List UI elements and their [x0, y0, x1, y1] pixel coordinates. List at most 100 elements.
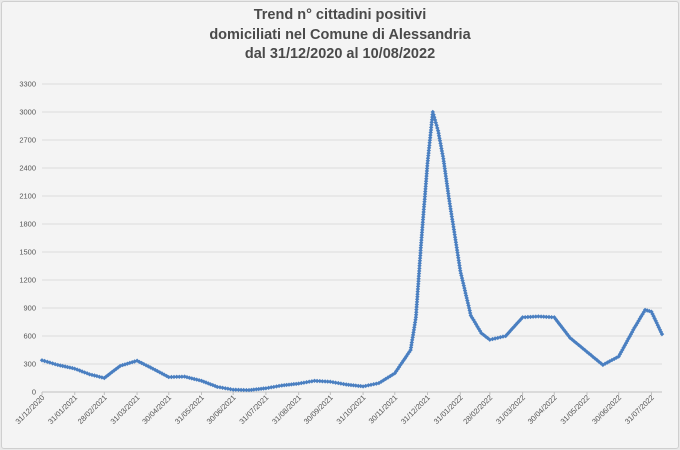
data-point-marker [652, 316, 657, 321]
data-point-marker [422, 197, 427, 202]
x-tick-label: 31/10/2021 [335, 393, 368, 426]
data-point-marker [171, 374, 177, 380]
data-point-marker [322, 379, 328, 384]
data-point-marker [520, 315, 525, 320]
data-point-marker [244, 387, 249, 393]
x-tick-label: 30/09/2021 [302, 393, 335, 426]
x-tick-label: 28/02/2022 [461, 393, 494, 426]
data-point-marker [45, 359, 50, 364]
data-point-marker [438, 143, 444, 149]
series-layer [39, 109, 665, 393]
data-point-marker [523, 315, 528, 320]
data-point-marker [578, 344, 583, 349]
x-tick-label: 31/08/2021 [270, 393, 303, 426]
data-point-marker [333, 380, 338, 385]
y-tick-label: 300 [23, 360, 36, 369]
data-point-marker [421, 209, 426, 215]
x-tick-label: 31/12/2020 [14, 393, 47, 426]
data-point-marker [82, 370, 87, 375]
x-tick-label: 31/05/2022 [559, 393, 592, 426]
data-point-marker [416, 281, 421, 287]
data-point-marker [423, 184, 428, 189]
data-point-marker [655, 323, 660, 328]
data-point-marker [425, 156, 431, 161]
data-point-marker [424, 173, 429, 179]
data-point-marker [651, 314, 656, 319]
data-point-marker [641, 309, 646, 315]
series-line [41, 111, 663, 392]
data-point-marker [414, 310, 419, 315]
data-point-marker [417, 266, 422, 271]
data-point-marker [417, 258, 423, 263]
y-tick-label: 1200 [19, 276, 36, 285]
data-point-marker [421, 214, 426, 220]
data-point-marker [621, 345, 626, 350]
data-point-marker [450, 219, 455, 224]
data-point-marker [422, 194, 428, 199]
data-point-marker [415, 292, 420, 297]
data-point-marker [416, 273, 421, 279]
data-point-marker [417, 268, 422, 274]
data-point-marker [446, 191, 451, 196]
x-tick-label: 31/01/2021 [46, 393, 79, 426]
data-point-marker [418, 253, 423, 258]
x-tick-label: 31/05/2021 [173, 393, 206, 426]
data-point-marker [511, 324, 517, 329]
data-point-marker [427, 138, 433, 143]
x-tick-label: 31/03/2021 [109, 393, 142, 426]
x-tick-label: 30/06/2021 [205, 393, 238, 426]
data-point-marker [428, 127, 434, 133]
data-point-marker [208, 382, 213, 387]
data-point-marker [580, 346, 585, 351]
data-point-marker [423, 181, 429, 186]
data-point-marker [447, 201, 452, 206]
data-point-marker [645, 308, 650, 313]
data-point-marker [418, 248, 423, 253]
data-point-marker [414, 304, 419, 310]
data-point-marker [179, 374, 185, 379]
x-tick-label: 30/04/2022 [526, 393, 559, 426]
data-point-marker [238, 387, 244, 393]
data-point-marker [418, 250, 423, 256]
data-point-marker [62, 364, 68, 369]
data-point-marker [538, 314, 544, 319]
data-point-marker [570, 337, 575, 342]
data-point-marker [120, 362, 125, 368]
data-point-marker [659, 331, 665, 337]
data-point-marker [607, 359, 612, 364]
data-point-marker [424, 171, 429, 176]
data-point-marker [421, 207, 426, 212]
data-point-marker [642, 307, 648, 313]
data-point-marker [424, 166, 430, 171]
data-point-marker [420, 222, 425, 227]
y-tick-label: 2100 [19, 192, 36, 201]
data-point-marker [276, 383, 282, 389]
data-point-marker [50, 361, 55, 366]
data-point-marker [453, 240, 459, 245]
data-point-marker [417, 261, 422, 266]
data-point-marker [429, 120, 434, 125]
chart-title-line-3: dal 31/12/2020 al 10/08/2022 [244, 46, 436, 62]
data-point-marker [60, 363, 65, 369]
data-point-marker [635, 321, 640, 326]
data-point-marker [449, 211, 454, 217]
data-point-marker [317, 378, 322, 384]
data-point-marker [415, 286, 421, 292]
data-point-marker [220, 385, 225, 390]
data-point-marker [435, 125, 440, 131]
data-point-marker [447, 198, 452, 204]
data-point-marker [169, 374, 174, 380]
data-point-marker [421, 204, 427, 209]
data-point-marker [414, 307, 419, 312]
data-point-marker [417, 263, 422, 268]
data-point-marker [177, 374, 182, 379]
y-tick-label: 1500 [19, 248, 36, 257]
data-point-marker [572, 339, 577, 344]
data-point-marker [525, 314, 531, 320]
data-point-marker [629, 329, 635, 335]
data-point-marker [647, 308, 652, 314]
data-point-marker [544, 314, 549, 320]
data-point-marker [638, 314, 644, 319]
